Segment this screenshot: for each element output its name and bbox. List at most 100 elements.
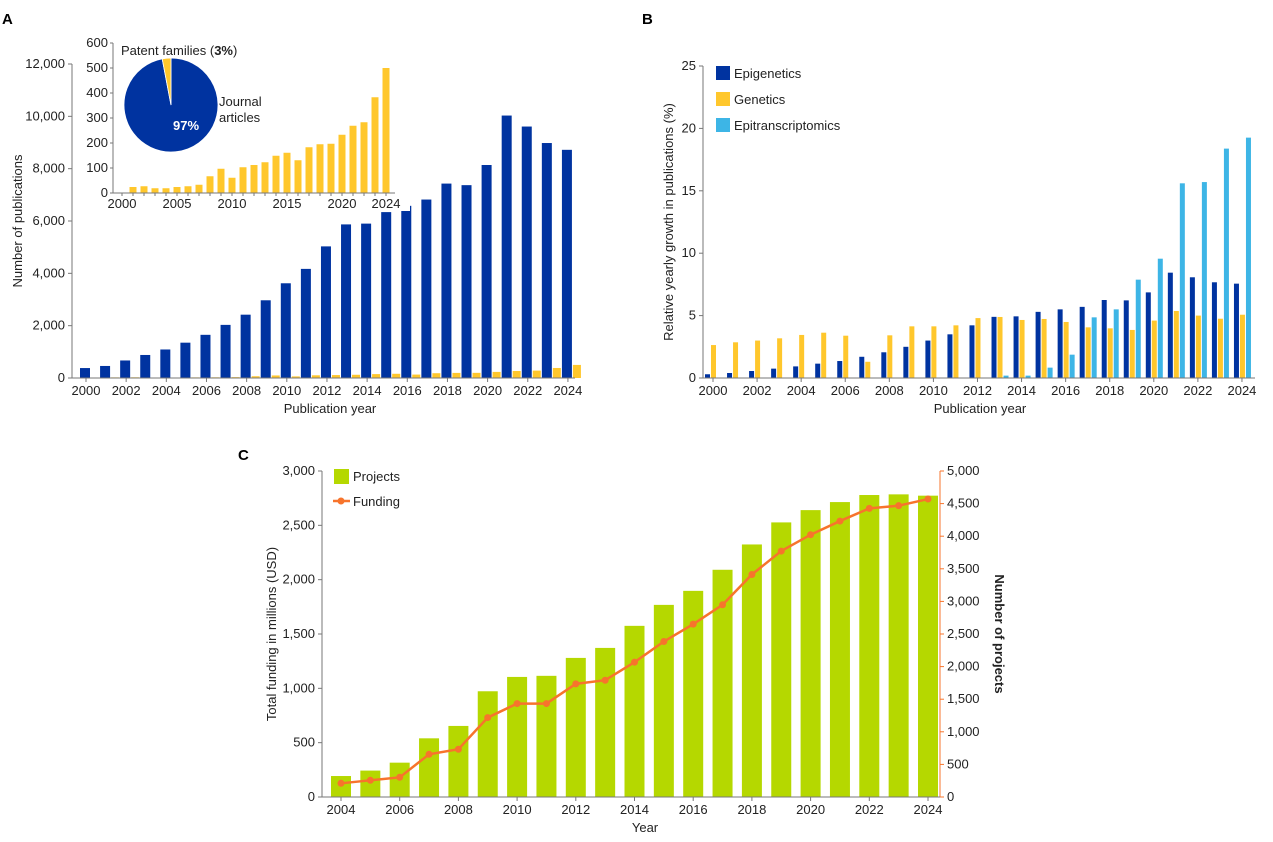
chart-b-x-tick-label: 2016 [1051, 383, 1080, 398]
chart-b-x-tick-label: 2000 [699, 383, 728, 398]
bar-patent-families [331, 375, 340, 378]
chart-c-right-y-tick-label: 5,000 [947, 463, 980, 478]
legend-label: Epigenetics [734, 66, 802, 81]
bar-patent-families [552, 367, 561, 378]
bar-journal-articles [341, 224, 352, 378]
legend-label: Epitranscriptomics [734, 118, 841, 133]
chart-b-y-tick-label: 0 [689, 370, 696, 385]
bar-projects [653, 604, 674, 797]
inset-bar-patent-families [327, 143, 335, 193]
inset-y-tick-label: 600 [86, 35, 108, 50]
chart-a-y-tick-label: 12,000 [25, 56, 65, 71]
chart-a-x-tick-label: 2012 [312, 383, 341, 398]
inset-y-tick-label: 400 [86, 85, 108, 100]
point-funding [601, 676, 609, 684]
pie-slice-patent-families [161, 57, 172, 106]
bar-genetics [931, 326, 937, 378]
chart-b-x-tick-label: 2008 [875, 383, 904, 398]
point-funding [719, 601, 727, 609]
bar-genetics [733, 342, 739, 378]
bar-journal-articles [521, 126, 532, 378]
chart-a-y-label: Number of publications [10, 154, 25, 287]
bar-genetics [1195, 315, 1201, 378]
chart-c-y-tick-label: 1,000 [282, 680, 315, 695]
legend-label: Genetics [734, 92, 786, 107]
bar-journal-articles [381, 212, 392, 378]
inset-bar-patent-families [173, 187, 181, 193]
inset-x-tick-label: 2020 [328, 196, 357, 211]
bar-epitranscriptomics [1179, 183, 1185, 378]
inset-bar-patent-families [272, 155, 280, 193]
bar-journal-articles [421, 199, 432, 378]
chart-b-x-tick-label: 2022 [1183, 383, 1212, 398]
chart-c-y-right-label: Number of projects [992, 574, 1007, 693]
point-funding [807, 531, 815, 539]
bar-genetics [1063, 321, 1069, 378]
point-funding [484, 714, 492, 722]
bar-journal-articles [280, 283, 291, 378]
chart-c-x-tick-label: 2010 [503, 802, 532, 817]
bar-genetics [997, 316, 1003, 378]
chart-a-y-tick-label: 4,000 [32, 265, 65, 280]
chart-c-y-label: Total funding in millions (USD) [264, 547, 279, 721]
bar-projects [829, 502, 850, 797]
bar-projects [800, 510, 821, 797]
bar-epigenetics [1211, 282, 1217, 378]
bar-epigenetics [1123, 300, 1129, 378]
bar-projects [624, 625, 645, 797]
bar-patent-families [492, 371, 501, 378]
inset-bar-patent-families [228, 177, 236, 193]
bar-patent-families [311, 375, 320, 378]
bar-epigenetics [859, 356, 865, 378]
bar-projects [741, 544, 762, 797]
bar-genetics [843, 335, 849, 378]
bar-genetics [1173, 310, 1179, 378]
inset-y-tick-label: 300 [86, 110, 108, 125]
inset-bar-patent-families [151, 188, 159, 193]
bar-epitranscriptomics [1245, 137, 1251, 378]
chart-a-x-tick-label: 2002 [112, 383, 141, 398]
point-funding [895, 502, 903, 510]
chart-a-x-tick-label: 2000 [72, 383, 101, 398]
bar-projects [565, 657, 586, 797]
legend-swatch-projects [334, 469, 349, 484]
bar-epigenetics [815, 363, 821, 378]
chart-c-right-y-tick-label: 1,500 [947, 691, 980, 706]
bar-epigenetics [969, 325, 975, 378]
bar-epitranscriptomics [1113, 309, 1119, 378]
chart-b-x-tick-label: 2004 [787, 383, 816, 398]
chart-c-x-tick-label: 2020 [796, 802, 825, 817]
bar-epigenetics [881, 352, 887, 378]
chart-a-x-tick-label: 2020 [473, 383, 502, 398]
chart-b-x-tick-label: 2018 [1095, 383, 1124, 398]
bar-patent-families [512, 370, 521, 378]
chart-c-y-tick-label: 1,500 [282, 626, 315, 641]
chart-b-x-tick-label: 2020 [1139, 383, 1168, 398]
inset-bar-patent-families [162, 188, 170, 193]
bar-genetics [1151, 320, 1157, 378]
bar-projects [771, 522, 792, 797]
inset-y-tick-label: 0 [101, 185, 108, 200]
bar-journal-articles [240, 314, 251, 378]
bar-patent-families [412, 374, 421, 378]
chart-a-x-tick-label: 2016 [393, 383, 422, 398]
bar-epigenetics [749, 371, 755, 378]
point-funding [337, 779, 345, 787]
legend-swatch [716, 118, 730, 132]
pie-label-journal: articles [219, 110, 261, 125]
inset-y-tick-label: 500 [86, 60, 108, 75]
inset-bar-patent-families [294, 160, 302, 193]
legend-swatch [716, 92, 730, 106]
inset-x-tick-label: 2015 [273, 196, 302, 211]
inset-bar-patent-families [349, 125, 357, 193]
bar-genetics [909, 326, 915, 378]
bar-patent-families [572, 364, 581, 378]
chart-c-right-y-tick-label: 3,500 [947, 561, 980, 576]
inset-bar-patent-families [217, 168, 225, 193]
bar-patent-families [352, 374, 361, 378]
legend-swatch [716, 66, 730, 80]
bar-projects [536, 675, 557, 797]
chart-a-x-tick-label: 2004 [152, 383, 181, 398]
bar-genetics [1217, 318, 1223, 378]
inset-bar-patent-families [305, 147, 313, 193]
